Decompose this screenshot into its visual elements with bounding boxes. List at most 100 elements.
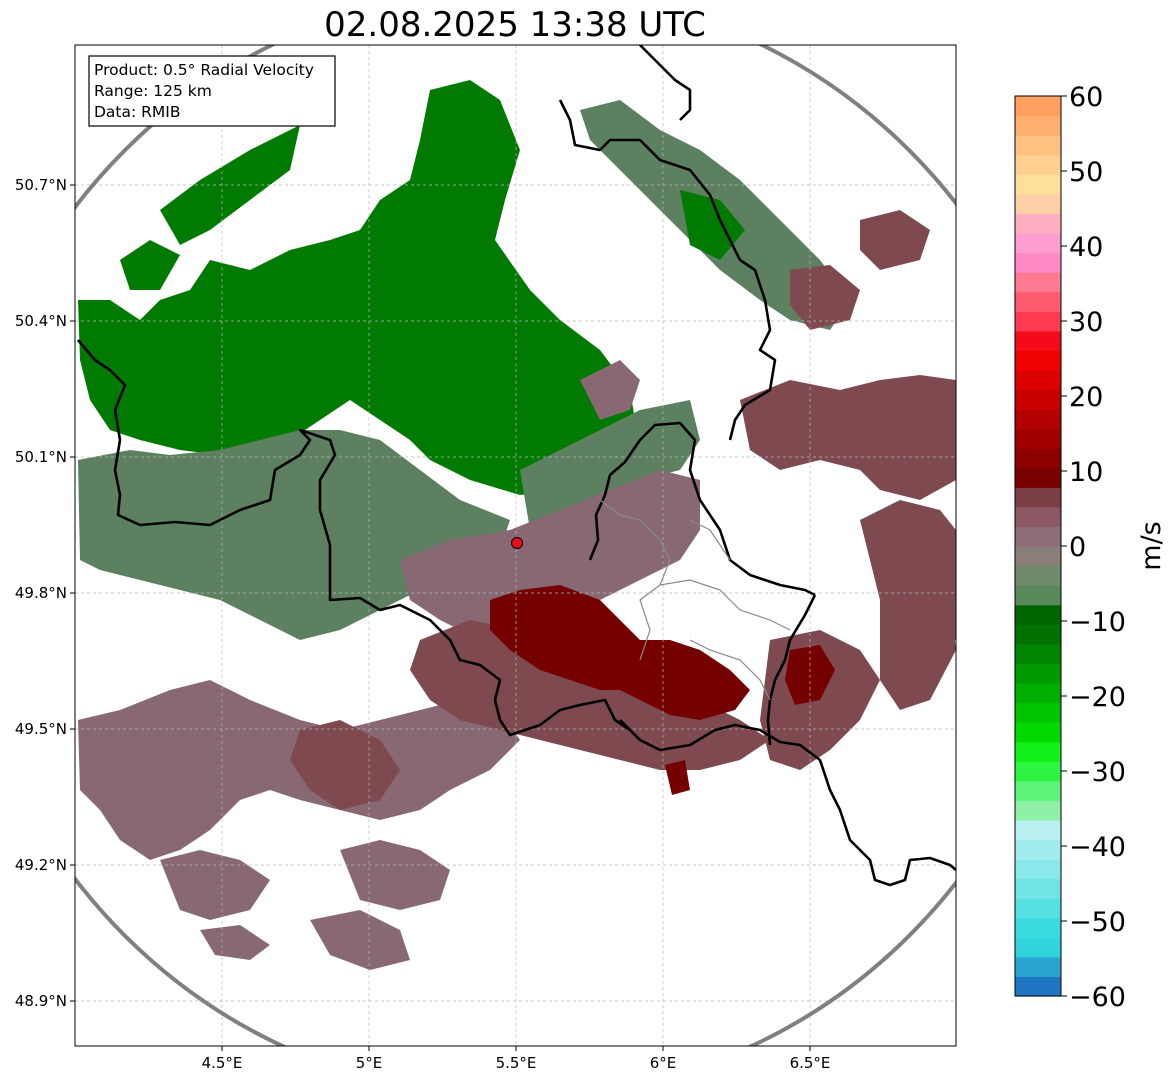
echo-weak-recede-far-east xyxy=(880,590,956,710)
radar-site-marker xyxy=(511,537,523,549)
lon-tick-label-1: 5°E xyxy=(356,1054,383,1072)
echo-weak-approach-west xyxy=(78,430,510,640)
colorbar-cell-26 xyxy=(1015,467,1061,488)
lon-tick-label-3: 6°E xyxy=(650,1054,677,1072)
border-germany-belgium xyxy=(558,99,777,441)
region-border-2 xyxy=(659,579,791,631)
colorbar-cell-4 xyxy=(1015,898,1061,919)
colorbar-cell-9 xyxy=(1015,800,1061,821)
echo-weak-recede-east xyxy=(740,375,956,500)
velocity-echoes xyxy=(78,80,956,970)
colorbar-tick-label-11: −50 xyxy=(1069,907,1126,938)
colorbar-cell-37 xyxy=(1015,252,1061,273)
border-belgium-france xyxy=(77,339,631,737)
colorbar-cell-35 xyxy=(1015,291,1061,312)
colorbar-cell-34 xyxy=(1015,311,1061,332)
colorbar-cell-38 xyxy=(1015,232,1061,254)
colorbar-cell-32 xyxy=(1015,350,1061,371)
colorbar-cell-10 xyxy=(1015,780,1061,801)
colorbar-cell-14 xyxy=(1015,702,1061,723)
colorbar-tick-label-12: −60 xyxy=(1069,982,1126,1013)
country-borders xyxy=(77,45,956,887)
colorbar-tick-label-5: 10 xyxy=(1069,457,1103,488)
colorbar-tick-label-3: 30 xyxy=(1069,307,1103,338)
colorbar-cell-29 xyxy=(1015,409,1061,430)
colorbar-cell-3 xyxy=(1015,917,1061,938)
colorbar-cell-30 xyxy=(1015,389,1061,410)
longitude-ticks: 4.5°E 5°E 5.5°E 6°E 6.5°E xyxy=(202,1046,830,1072)
border-luxembourg-west xyxy=(588,421,816,597)
colorbar-cell-31 xyxy=(1015,369,1061,391)
border-luxembourg-germany xyxy=(766,594,817,746)
border-germany-north xyxy=(639,45,692,121)
chart-title: 02.08.2025 13:38 UTC xyxy=(324,5,706,45)
echo-green-northwest xyxy=(160,125,300,245)
colorbar-cell-44 xyxy=(1015,115,1061,136)
echo-green-nw2 xyxy=(120,240,180,290)
gridlines xyxy=(75,45,956,1046)
colorbar-cell-12 xyxy=(1015,741,1061,762)
echo-neutral-center xyxy=(400,470,700,640)
colorbar-cell-45 xyxy=(1015,96,1061,117)
lat-tick-label-2: 50.1°N xyxy=(15,448,67,466)
echo-green-north xyxy=(78,80,640,495)
echo-neutral-south xyxy=(340,840,450,910)
region-borders xyxy=(599,499,791,701)
colorbar: 60 50 40 30 20 10 0 −10 −20 −30 −40 −50 −60 m/s xyxy=(1014,82,1167,1013)
colorbar-cell-11 xyxy=(1015,761,1061,782)
info-product: Product: 0.5° Radial Velocity xyxy=(94,61,314,79)
colorbar-cell-19 xyxy=(1015,604,1061,625)
echo-green-ne xyxy=(680,190,745,260)
colorbar-cell-6 xyxy=(1015,859,1061,880)
colorbar-cell-36 xyxy=(1015,272,1061,293)
echo-neutral-south3 xyxy=(200,925,270,960)
info-box: Product: 0.5° Radial Velocity Range: 125… xyxy=(88,55,336,127)
border-luxembourg-france xyxy=(619,719,956,887)
colorbar-cell-0 xyxy=(1015,976,1061,997)
colorbar-tick-label-9: −30 xyxy=(1069,757,1126,788)
colorbar-cell-27 xyxy=(1015,448,1061,469)
latitude-ticks: 50.7°N 50.4°N 50.1°N 49.8°N 49.5°N 49.2°N 48.9… xyxy=(15,176,75,1010)
colorbar-cell-24 xyxy=(1015,506,1061,528)
colorbar-cell-5 xyxy=(1015,878,1061,899)
colorbar-cell-41 xyxy=(1015,174,1061,195)
region-border-4 xyxy=(689,519,731,561)
lon-tick-label-2: 5.5°E xyxy=(496,1054,537,1072)
colorbar-tick-label-10: −40 xyxy=(1069,832,1126,863)
colorbar-cell-28 xyxy=(1015,428,1061,449)
region-border-1 xyxy=(599,499,671,661)
echo-weak-recede-ne2 xyxy=(790,265,860,330)
colorbar-tick-label-0: 60 xyxy=(1069,82,1103,113)
lon-tick-label-0: 4.5°E xyxy=(202,1054,243,1072)
lat-tick-label-4: 49.5°N xyxy=(15,720,67,738)
colorbar-cell-39 xyxy=(1015,213,1061,234)
colorbar-tick-label-4: 20 xyxy=(1069,382,1103,413)
info-data: Data: RMIB xyxy=(94,103,181,121)
echo-weak-recede-north-east xyxy=(860,210,930,270)
colorbar-cell-7 xyxy=(1015,839,1061,860)
colorbar-cell-17 xyxy=(1015,643,1061,664)
colorbar-cell-40 xyxy=(1015,193,1061,214)
echo-weak-recede-southwest xyxy=(290,720,400,810)
colorbar-cell-43 xyxy=(1015,135,1061,156)
colorbar-cell-1 xyxy=(1015,956,1061,978)
colorbar-tick-label-6: 0 xyxy=(1069,532,1086,563)
colorbar-label: m/s xyxy=(1136,521,1167,570)
region-border-3 xyxy=(689,639,771,701)
lat-tick-label-1: 50.4°N xyxy=(15,312,67,330)
lat-tick-label-3: 49.8°N xyxy=(15,584,67,602)
colorbar-cell-18 xyxy=(1015,624,1061,645)
colorbar-cell-23 xyxy=(1015,526,1061,547)
echo-weak-approach-center xyxy=(520,400,700,530)
info-box-frame xyxy=(88,55,336,127)
lat-tick-label-0: 50.7°N xyxy=(15,176,67,194)
lat-tick-label-6: 48.9°N xyxy=(15,992,67,1010)
colorbar-cell-20 xyxy=(1015,585,1061,606)
echo-weak-recede-south xyxy=(410,620,770,770)
lat-tick-label-5: 49.2°N xyxy=(15,856,67,874)
colorbar-cell-16 xyxy=(1015,663,1061,684)
info-range: Range: 125 km xyxy=(94,82,212,100)
colorbar-cell-33 xyxy=(1015,330,1061,351)
colorbar-cell-21 xyxy=(1015,565,1061,586)
